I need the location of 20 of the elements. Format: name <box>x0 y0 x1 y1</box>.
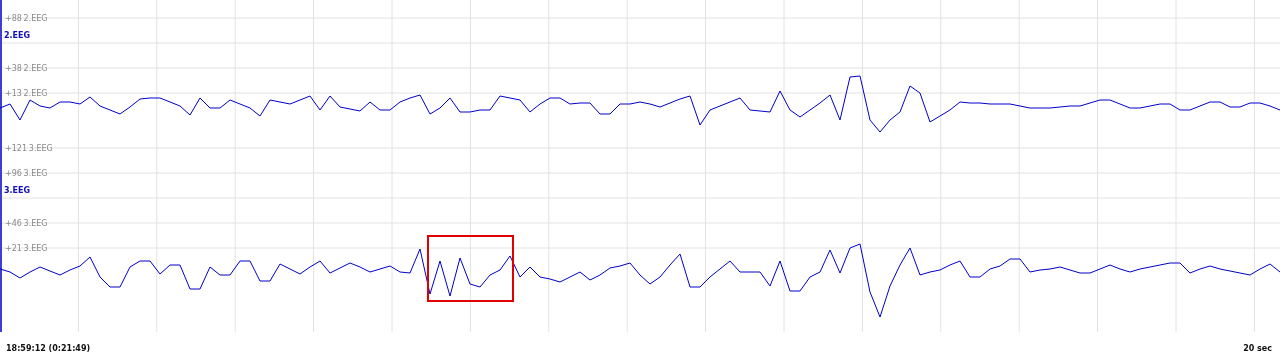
line-series <box>0 243 1280 318</box>
text: 18:59:12 (0:21:49) <box>6 344 91 353</box>
text: 3.EEG <box>4 186 31 195</box>
text: 3.EEG <box>23 169 48 178</box>
text: 20 sec <box>1243 344 1273 353</box>
y-axis-title: 2.EEG <box>23 14 48 23</box>
y-tick-label: +21 <box>5 244 22 253</box>
line-series <box>0 75 1280 133</box>
y-tick-label: +46 <box>5 219 22 228</box>
text: 3.EEG <box>23 219 48 228</box>
y-axis-title: 3.EEG <box>28 144 53 153</box>
text: 2.EEG <box>23 64 48 73</box>
text: 2.EEG <box>4 31 31 40</box>
y-tick-label: +13 <box>5 89 22 98</box>
y-tick-label: +121 <box>5 144 27 153</box>
y-tick-label: +88 <box>5 14 22 23</box>
y-tick-label: +96 <box>5 169 22 178</box>
text: 3.EEG <box>23 244 48 253</box>
text: 2.EEG <box>23 89 48 98</box>
y-tick-label: +38 <box>5 64 22 73</box>
